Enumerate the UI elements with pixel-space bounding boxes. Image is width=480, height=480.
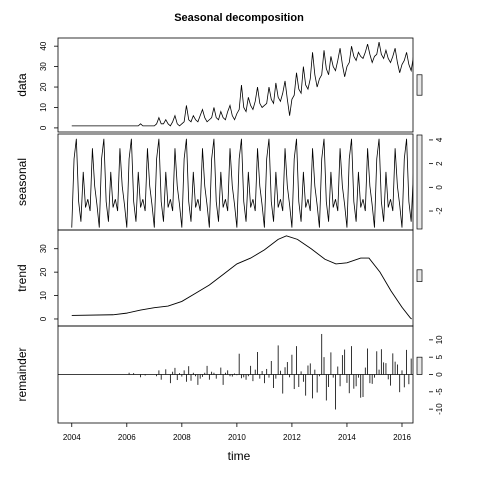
x-tick-label: 2012: [283, 433, 301, 442]
y-tick-label-seasonal: 4: [435, 137, 444, 142]
series-line-data: [71, 42, 413, 127]
scale-bar-remainder: [416, 356, 423, 375]
panel-frame-trend: [57, 229, 414, 327]
x-tick-label: 2016: [393, 433, 411, 442]
y-tick-label-seasonal: 2: [435, 161, 444, 166]
x-tick-label: 2014: [338, 433, 356, 442]
scale-bar-data: [416, 74, 423, 96]
y-tick-label-trend: 10: [39, 291, 48, 300]
x-axis: 2004 2006 2008 2010 2012 2014 2016: [63, 423, 411, 442]
series-line-seasonal: [71, 138, 413, 228]
y-tick-label-trend: 0: [39, 316, 48, 321]
y-tick-label-remainder: 0: [435, 372, 444, 377]
panel-trend: trend 0 10 20 30: [15, 229, 423, 327]
y-tick-label-trend: 20: [39, 267, 48, 276]
y-tick-label-data: 10: [39, 102, 48, 111]
scale-bar-trend: [416, 269, 423, 282]
chart-title: Seasonal decomposition: [174, 12, 304, 24]
y-tick-label-remainder: 5: [435, 354, 444, 359]
y-tick-label-data: 0: [39, 125, 48, 130]
scale-bar-seasonal: [416, 134, 423, 230]
panels: data 0 10 20 30 40 seasonal -2 0 2 4 trend 0 10 20 30 re…: [15, 37, 444, 424]
y-tick-label-data: 30: [39, 62, 48, 71]
y-tick-label-data: 20: [39, 82, 48, 91]
y-tick-label-trend: 30: [39, 244, 48, 253]
x-axis-label: time: [228, 449, 251, 463]
y-tick-label-remainder: -10: [435, 403, 444, 415]
y-tick-label-seasonal: 0: [435, 185, 444, 190]
x-tick-label: 2006: [118, 433, 136, 442]
x-tick-label: 2010: [228, 433, 246, 442]
y-axis-label-data: data: [15, 73, 29, 97]
y-axis-label-trend: trend: [15, 264, 29, 291]
panel-remainder: remainder -10 -5 0 5 10: [15, 325, 444, 424]
panel-frame-data: [57, 37, 414, 133]
y-tick-label-remainder: -5: [435, 388, 444, 396]
series-line-trend: [71, 235, 412, 320]
y-tick-label-data: 40: [39, 41, 48, 50]
panel-data: data 0 10 20 30 40: [15, 37, 423, 133]
y-tick-label-seasonal: -2: [435, 207, 444, 215]
x-tick-label: 2008: [173, 433, 191, 442]
x-tick-label: 2004: [63, 433, 81, 442]
panel-seasonal: seasonal -2 0 2 4: [15, 133, 444, 231]
y-axis-label-remainder: remainder: [15, 347, 29, 401]
y-axis-label-seasonal: seasonal: [15, 158, 29, 206]
y-tick-label-remainder: 10: [435, 335, 444, 344]
